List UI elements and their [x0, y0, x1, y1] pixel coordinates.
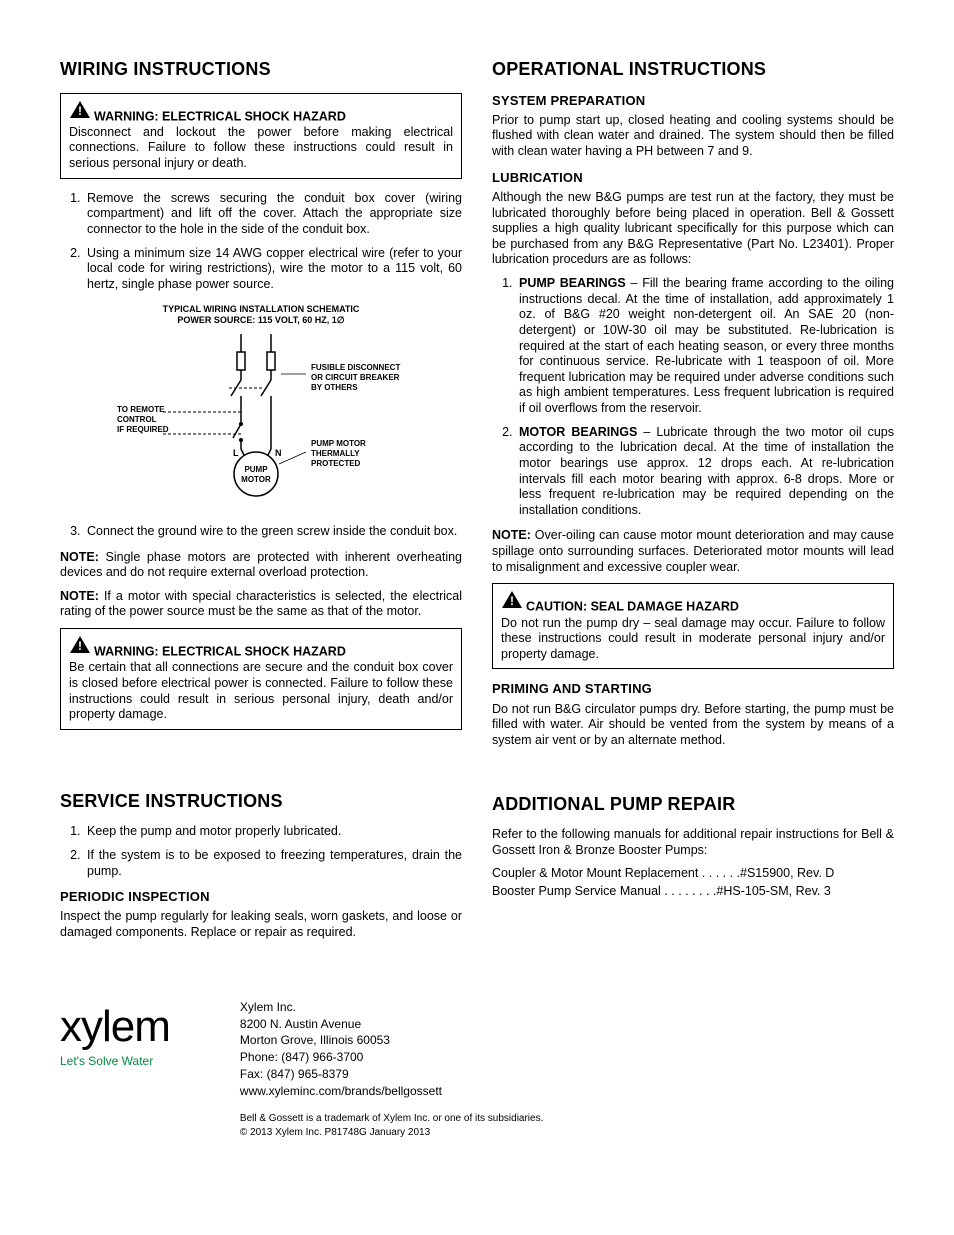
- operational-title: OPERATIONAL INSTRUCTIONS: [492, 58, 894, 81]
- svg-text:PUMP: PUMP: [244, 465, 268, 474]
- svg-text:PROTECTED: PROTECTED: [311, 459, 361, 468]
- sysprep-title: SYSTEM PREPARATION: [492, 93, 894, 109]
- repair-line-1: Coupler & Motor Mount Replacement . . . …: [492, 866, 894, 882]
- svg-text:OR CIRCUIT BREAKER: OR CIRCUIT BREAKER: [311, 373, 400, 382]
- warning-box-1: ! WARNING: ELECTRICAL SHOCK HAZARD Disco…: [60, 93, 462, 179]
- repair-title: ADDITIONAL PUMP REPAIR: [492, 793, 894, 816]
- wiring-step-2: Using a minimum size 14 AWG copper elect…: [84, 246, 462, 293]
- copyright: © 2013 Xylem Inc. P81748G January 2013: [240, 1126, 543, 1140]
- service-steps: Keep the pump and motor properly lubrica…: [60, 824, 462, 879]
- wiring-title: WIRING INSTRUCTIONS: [60, 58, 462, 81]
- svg-text:!: !: [510, 594, 514, 608]
- logo-tagline: Let's Solve Water: [60, 1054, 170, 1069]
- lub-step-1: PUMP BEARINGS – Fill the bearing frame a…: [516, 276, 894, 417]
- addr1: 8200 N. Austin Avenue: [240, 1016, 543, 1033]
- caution-body: Do not run the pump dry – seal damage ma…: [501, 616, 885, 661]
- lub-title: LUBRICATION: [492, 170, 894, 186]
- wiring-note-2: NOTE: If a motor with special characteri…: [60, 589, 462, 620]
- footer: xylem Let's Solve Water Xylem Inc. 8200 …: [60, 999, 894, 1140]
- warning-icon: !: [501, 590, 523, 614]
- left-column: WIRING INSTRUCTIONS ! WARNING: ELECTRICA…: [60, 50, 462, 949]
- repair-line-2: Booster Pump Service Manual . . . . . . …: [492, 884, 894, 900]
- svg-text:THERMALLY: THERMALLY: [311, 449, 360, 458]
- svg-text:BY OTHERS: BY OTHERS: [311, 383, 358, 392]
- svg-text:!: !: [78, 104, 82, 118]
- phone: Phone: (847) 966-3700: [240, 1049, 543, 1066]
- svg-text:FUSIBLE DISCONNECT: FUSIBLE DISCONNECT: [311, 363, 400, 372]
- wiring-step-3: Connect the ground wire to the green scr…: [84, 524, 462, 540]
- priming-body: Do not run B&G circulator pumps dry. Bef…: [492, 702, 894, 749]
- svg-text:N: N: [275, 448, 282, 458]
- schematic-title-l1: TYPICAL WIRING INSTALLATION SCHEMATIC: [163, 304, 360, 314]
- repair-intro: Refer to the following manuals for addit…: [492, 827, 894, 858]
- periodic-body: Inspect the pump regularly for leaking s…: [60, 909, 462, 940]
- sysprep-body: Prior to pump start up, closed heating a…: [492, 113, 894, 160]
- lub-intro: Although the new B&G pumps are test run …: [492, 190, 894, 268]
- svg-text:!: !: [78, 639, 82, 653]
- wiring-steps-2: Connect the ground wire to the green scr…: [60, 524, 462, 540]
- addr2: Morton Grove, Illinois 60053: [240, 1032, 543, 1049]
- wiring-steps-1: Remove the screws securing the conduit b…: [60, 191, 462, 293]
- priming-title: PRIMING AND STARTING: [492, 681, 894, 697]
- schematic-title-l2: POWER SOURCE: 115 VOLT, 60 HZ, 1∅: [177, 315, 344, 325]
- warning2-body: Be certain that all connections are secu…: [69, 660, 453, 721]
- trademark: Bell & Gossett is a trademark of Xylem I…: [240, 1112, 543, 1126]
- periodic-title: PERIODIC INSPECTION: [60, 889, 462, 905]
- warning-icon: !: [69, 635, 91, 659]
- operational-note: NOTE: Over-oiling can cause motor mount …: [492, 528, 894, 575]
- right-column: OPERATIONAL INSTRUCTIONS SYSTEM PREPARAT…: [492, 50, 894, 949]
- warning2-title: WARNING: ELECTRICAL SHOCK HAZARD: [94, 645, 346, 659]
- warning-icon: !: [69, 100, 91, 124]
- company-info: Xylem Inc. 8200 N. Austin Avenue Morton …: [240, 999, 543, 1140]
- warning-box-2: ! WARNING: ELECTRICAL SHOCK HAZARD Be ce…: [60, 628, 462, 730]
- logo-name: xylem: [60, 999, 170, 1054]
- caution-title: CAUTION: SEAL DAMAGE HAZARD: [526, 600, 739, 614]
- service-step-2: If the system is to be exposed to freezi…: [84, 848, 462, 879]
- fax: Fax: (847) 965-8379: [240, 1066, 543, 1083]
- service-title: SERVICE INSTRUCTIONS: [60, 790, 462, 813]
- svg-text:MOTOR: MOTOR: [241, 475, 271, 484]
- svg-text:CONTROL: CONTROL: [117, 415, 157, 424]
- caution-box: ! CAUTION: SEAL DAMAGE HAZARD Do not run…: [492, 583, 894, 669]
- svg-text:IF REQUIRED: IF REQUIRED: [117, 425, 169, 434]
- company-name: Xylem Inc.: [240, 999, 543, 1016]
- wiring-schematic: TYPICAL WIRING INSTALLATION SCHEMATIC PO…: [60, 304, 462, 510]
- main-columns: WIRING INSTRUCTIONS ! WARNING: ELECTRICA…: [60, 50, 894, 949]
- warning1-title: WARNING: ELECTRICAL SHOCK HAZARD: [94, 109, 346, 123]
- wiring-note-1: NOTE: Single phase motors are protected …: [60, 550, 462, 581]
- url: www.xyleminc.com/brands/bellgossett: [240, 1083, 543, 1100]
- lub-step-2: MOTOR BEARINGS – Lubricate through the t…: [516, 425, 894, 519]
- svg-text:L: L: [233, 448, 239, 458]
- svg-text:TO REMOTE: TO REMOTE: [117, 405, 165, 414]
- svg-text:PUMP MOTOR: PUMP MOTOR: [311, 439, 366, 448]
- service-step-1: Keep the pump and motor properly lubrica…: [84, 824, 462, 840]
- wiring-step-1: Remove the screws securing the conduit b…: [84, 191, 462, 238]
- schematic-svg: L N PUMP MOTOR TO REMOTE CONTROL IF REQU…: [111, 334, 411, 504]
- warning1-body: Disconnect and lockout the power before …: [69, 125, 453, 170]
- lub-steps: PUMP BEARINGS – Fill the bearing frame a…: [492, 276, 894, 518]
- logo: xylem Let's Solve Water: [60, 999, 170, 1069]
